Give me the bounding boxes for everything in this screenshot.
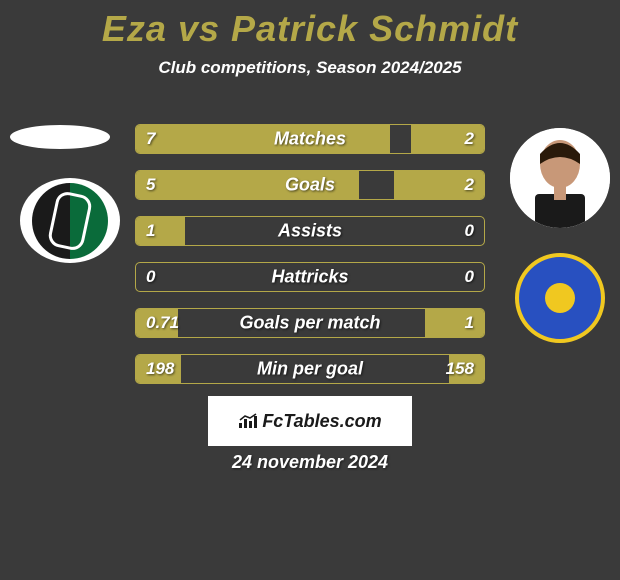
stat-value-left: 198	[146, 359, 174, 379]
stat-value-left: 7	[146, 129, 155, 149]
stat-value-left: 0	[146, 267, 155, 287]
stat-row: 0.71 Goals per match 1	[135, 308, 485, 338]
club-right-badge	[510, 253, 610, 343]
stat-label: Min per goal	[257, 359, 363, 380]
stat-bar-left	[136, 125, 390, 153]
club-left-badge	[20, 178, 120, 263]
page-title: Eza vs Patrick Schmidt	[0, 0, 620, 50]
stat-value-right: 1	[465, 313, 474, 333]
stat-value-right: 0	[465, 267, 474, 287]
stat-value-right: 158	[446, 359, 474, 379]
stat-value-left: 0.71	[146, 313, 179, 333]
stat-value-right: 0	[465, 221, 474, 241]
chart-icon	[238, 413, 258, 429]
stat-row: 5 Goals 2	[135, 170, 485, 200]
stat-label: Assists	[278, 221, 342, 242]
stat-label: Matches	[274, 129, 346, 150]
watermark-badge: FcTables.com	[208, 396, 412, 446]
watermark-text: FcTables.com	[262, 411, 381, 432]
stat-value-right: 2	[465, 129, 474, 149]
stat-row: 198 Min per goal 158	[135, 354, 485, 384]
stat-row: 1 Assists 0	[135, 216, 485, 246]
player-left-avatar	[10, 125, 110, 149]
stat-row: 7 Matches 2	[135, 124, 485, 154]
stat-row: 0 Hattricks 0	[135, 262, 485, 292]
date-text: 24 november 2024	[0, 452, 620, 473]
stat-label: Goals	[285, 175, 335, 196]
stat-label: Goals per match	[239, 313, 380, 334]
comparison-infographic: Eza vs Patrick Schmidt Club competitions…	[0, 0, 620, 580]
stat-bar-left	[136, 217, 185, 245]
player-right-avatar	[510, 128, 610, 228]
page-subtitle: Club competitions, Season 2024/2025	[0, 58, 620, 78]
stat-bar-right	[425, 309, 484, 337]
stat-value-left: 5	[146, 175, 155, 195]
stat-value-left: 1	[146, 221, 155, 241]
stat-label: Hattricks	[271, 267, 348, 288]
stats-chart: 7 Matches 2 5 Goals 2 1 Assists 0 0 Hatt…	[135, 124, 485, 400]
stat-value-right: 2	[465, 175, 474, 195]
